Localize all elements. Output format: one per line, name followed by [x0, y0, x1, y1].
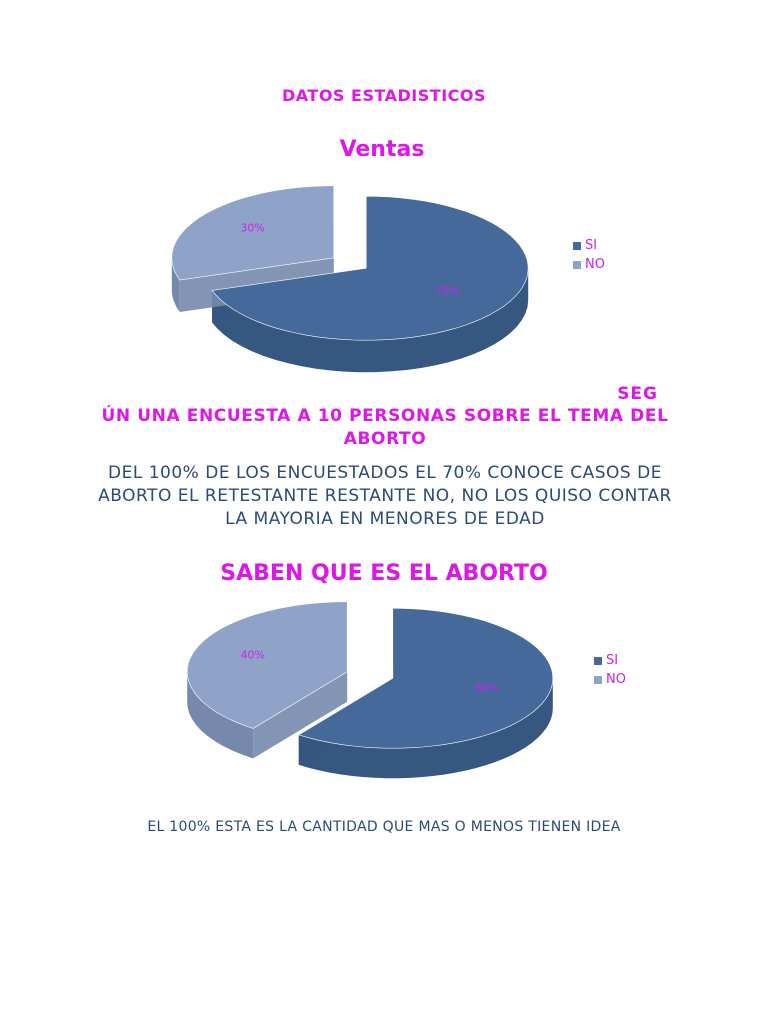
footer-note: EL 100% ESTA ES LA CANTIDAD QUE MAS O ME… — [147, 819, 621, 835]
data-label-no: 30% — [240, 222, 264, 235]
pie-slice-si — [211, 195, 529, 341]
pie-slice-si — [298, 607, 554, 749]
legend-item-si: SI — [573, 236, 605, 255]
pie-slice-side-no — [187, 671, 348, 759]
chart-legend-saben: SI NO — [594, 651, 626, 689]
legend-item-si: SI — [594, 651, 626, 670]
legend-label-no: NO — [606, 672, 626, 687]
legend-swatch-si — [594, 656, 602, 665]
legend-label-si: SI — [606, 653, 619, 668]
pie-slice-no — [186, 601, 348, 729]
chart-title-saben: SABEN QUE ES EL ABORTO — [220, 561, 548, 586]
legend-item-no: NO — [594, 670, 626, 689]
chart-title-ventas: Ventas — [339, 137, 425, 162]
legend-swatch-si — [573, 241, 581, 250]
data-label-no: 40% — [241, 648, 265, 661]
seg-fragment: SEG — [617, 384, 658, 404]
legend-swatch-no — [594, 675, 602, 684]
legend-label-no: NO — [585, 257, 605, 272]
pie-chart-saben: 60% 40% — [186, 601, 554, 779]
pie-slice-no — [171, 185, 335, 281]
chart-legend-ventas: SI NO — [573, 236, 605, 274]
survey-heading: ÚN UNA ENCUESTA A 10 PERSONAS SOBRE EL T… — [101, 406, 669, 449]
data-label-si: 60% — [475, 682, 499, 695]
document-heading: DATOS ESTADISTICOS — [281, 86, 487, 105]
legend-swatch-no — [573, 260, 581, 269]
legend-label-si: SI — [585, 238, 598, 253]
pie-chart-ventas: 70% 30% — [171, 185, 529, 373]
survey-body: DEL 100% DE LOS ENCUESTADOS EL 70% CONOC… — [98, 463, 672, 529]
legend-item-no: NO — [573, 255, 605, 274]
data-label-si: 70% — [435, 285, 459, 298]
